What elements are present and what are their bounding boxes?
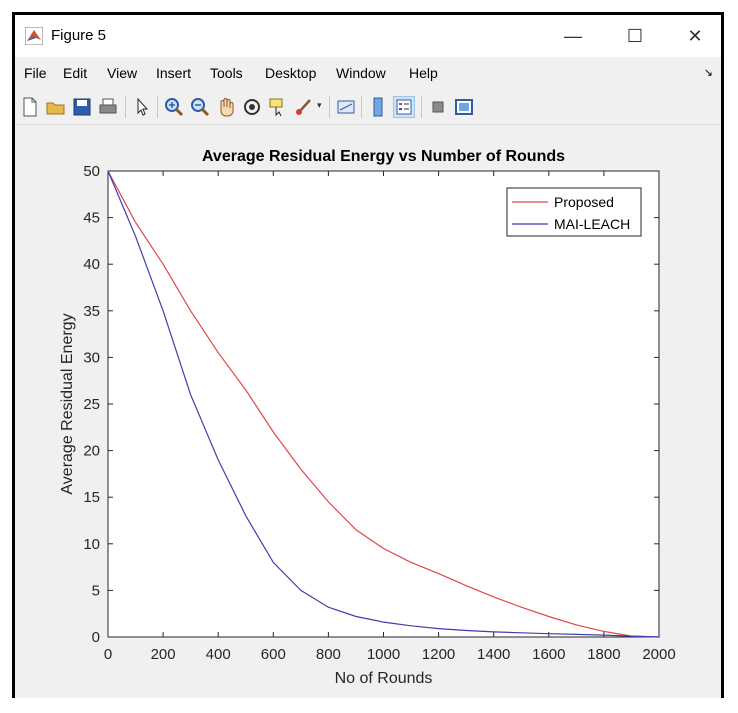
matlab-icon [25,27,43,45]
x-tick-label: 1400 [477,646,510,663]
menu-help[interactable]: Help [409,65,438,81]
y-tick-label: 5 [92,582,100,599]
x-tick-label: 0 [104,646,112,663]
close-button[interactable]: ✕ [687,26,703,46]
y-axis-label: Average Residual Energy [59,313,76,494]
x-tick-label: 400 [206,646,231,663]
pan-icon[interactable] [215,96,237,118]
y-tick-label: 50 [83,163,100,180]
pointer-icon[interactable] [131,96,153,118]
menu-file[interactable]: File [24,65,47,81]
toolbar-separator [125,96,126,118]
maximize-button[interactable]: ☐ [626,26,644,46]
zoom-in-icon[interactable] [163,96,185,118]
title-bar: Figure 5 — ☐ ✕ [15,15,721,57]
new-figure-icon[interactable] [19,96,41,118]
y-tick-label: 25 [83,396,100,413]
legend-box [506,187,642,237]
brush-icon[interactable] [293,96,315,118]
menu-tools[interactable]: Tools [210,65,243,81]
x-tick-label: 1600 [532,646,565,663]
y-tick-label: 35 [83,303,100,320]
y-tick-label: 10 [83,536,100,553]
show-plot-tools-icon[interactable] [453,96,475,118]
y-tick-label: 0 [92,629,100,646]
y-tick-label: 20 [83,443,100,460]
toolbar-separator [329,96,330,118]
menu-bar: File Edit View Insert Tools Desktop Wind… [15,62,721,86]
menu-view[interactable]: View [107,65,138,81]
x-tick-label: 200 [151,646,176,663]
toolbar-separator [157,96,158,118]
toolbar: ▾ [15,90,721,125]
legend-label: Proposed [554,194,614,210]
colorbar-icon[interactable] [367,96,389,118]
x-tick-label: 800 [316,646,341,663]
y-tick-label: 15 [83,489,100,506]
x-tick-label: 1800 [587,646,620,663]
menu-desktop[interactable]: Desktop [265,65,317,81]
y-tick-label: 45 [83,210,100,227]
x-axis-label: No of Rounds [335,670,433,687]
series-line-mai-leach [107,170,660,638]
y-tick-label: 40 [83,256,100,273]
x-tick-label: 600 [261,646,286,663]
y-tick-label: 30 [83,349,100,366]
window-title: Figure 5 [51,27,107,44]
x-tick-label: 2000 [642,646,675,663]
x-tick-label: 1200 [422,646,455,663]
plot-area [107,170,660,638]
figure-canvas: 0 200 400 600 800 1000 1200 1400 1600 1800 2000 0 5 1… [15,125,721,698]
menu-edit[interactable]: Edit [63,65,88,81]
legend-label: MAI-LEACH [554,216,630,232]
rotate-3d-icon[interactable] [241,96,263,118]
link-plot-icon[interactable] [335,96,357,118]
series-line-proposed [107,170,660,638]
chart-title: Average Residual Energy vs Number of Rou… [202,148,565,165]
chart[interactable]: 0 200 400 600 800 1000 1200 1400 1600 1800 2000 0 5 1… [15,125,721,698]
toolbar-separator [361,96,362,118]
data-cursor-icon[interactable] [267,96,289,118]
toolbar-separator [421,96,422,118]
open-file-icon[interactable] [45,96,67,118]
menu-insert[interactable]: Insert [156,65,192,81]
print-icon[interactable] [97,96,119,118]
brush-dropdown-icon[interactable]: ▾ [317,100,322,110]
zoom-out-icon[interactable] [189,96,211,118]
legend-icon[interactable] [393,96,415,118]
hide-plot-tools-icon[interactable] [427,96,449,118]
save-icon[interactable] [71,96,93,118]
figure-window: Figure 5 — ☐ ✕ File Edit View Insert Too… [12,12,724,698]
x-tick-label: 1000 [367,646,400,663]
menu-window[interactable]: Window [336,65,386,81]
minimize-button[interactable]: — [564,26,582,46]
dock-arrow-icon[interactable]: ↘ [703,67,713,79]
